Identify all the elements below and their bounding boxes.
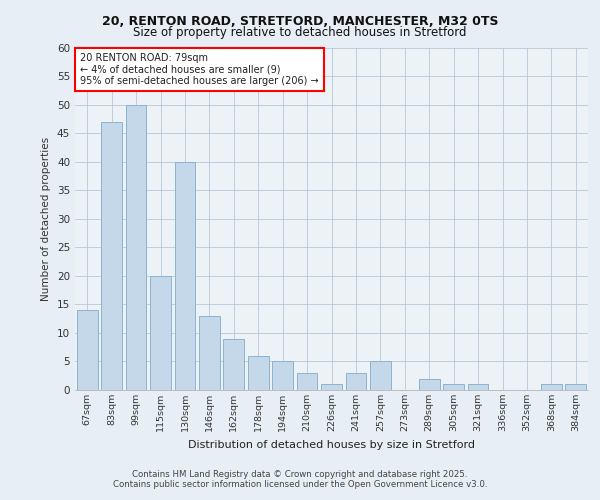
Bar <box>175 162 196 390</box>
Bar <box>272 362 293 390</box>
Bar <box>467 384 488 390</box>
Text: 20, RENTON ROAD, STRETFORD, MANCHESTER, M32 0TS: 20, RENTON ROAD, STRETFORD, MANCHESTER, … <box>102 15 498 28</box>
Bar <box>541 384 562 390</box>
Bar <box>346 373 367 390</box>
Bar <box>199 316 220 390</box>
Bar <box>77 310 98 390</box>
Bar <box>565 384 586 390</box>
Y-axis label: Number of detached properties: Number of detached properties <box>41 136 52 301</box>
Bar <box>223 338 244 390</box>
Bar <box>296 373 317 390</box>
Bar <box>419 378 440 390</box>
X-axis label: Distribution of detached houses by size in Stretford: Distribution of detached houses by size … <box>188 440 475 450</box>
Bar <box>101 122 122 390</box>
Text: Contains HM Land Registry data © Crown copyright and database right 2025.
Contai: Contains HM Land Registry data © Crown c… <box>113 470 487 489</box>
Bar <box>248 356 269 390</box>
Bar <box>150 276 171 390</box>
Bar <box>125 104 146 390</box>
Bar <box>321 384 342 390</box>
Bar <box>443 384 464 390</box>
Text: Size of property relative to detached houses in Stretford: Size of property relative to detached ho… <box>133 26 467 39</box>
Bar <box>370 362 391 390</box>
Text: 20 RENTON ROAD: 79sqm
← 4% of detached houses are smaller (9)
95% of semi-detach: 20 RENTON ROAD: 79sqm ← 4% of detached h… <box>80 52 319 86</box>
